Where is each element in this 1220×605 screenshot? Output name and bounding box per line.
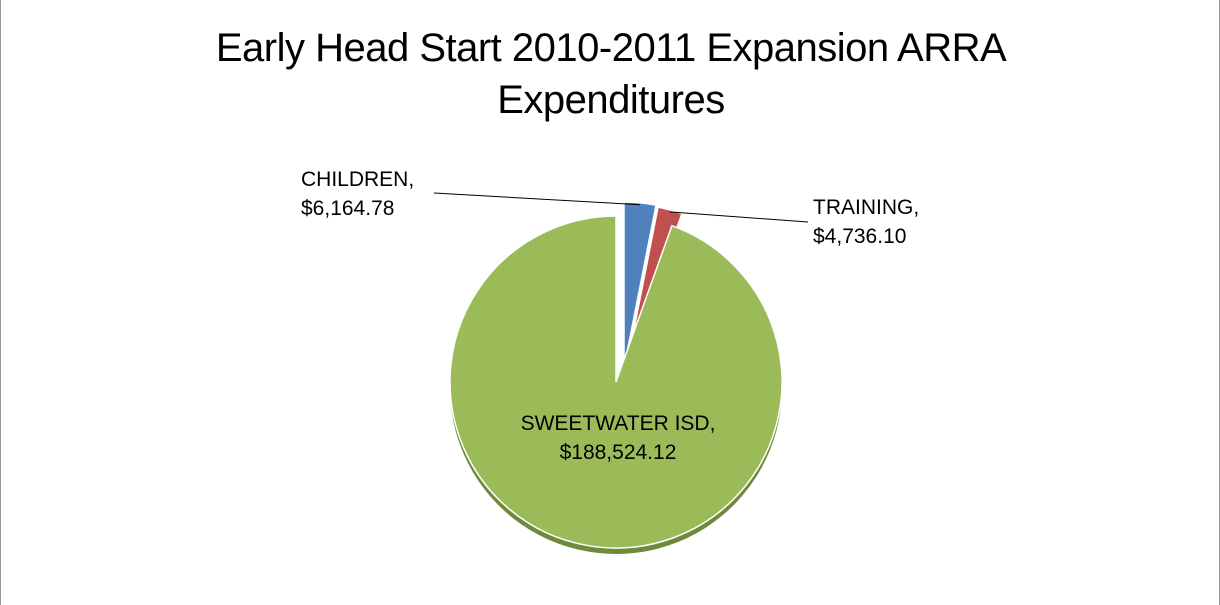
leader-line (669, 211, 809, 223)
label-category: TRAINING, (813, 196, 919, 219)
pie-slice (449, 215, 783, 549)
data-label: SWEETWATER ISD, $188,524.12 (521, 412, 716, 464)
leader-line (433, 192, 640, 206)
label-value: $188,524.12 (560, 441, 677, 464)
label-category: SWEETWATER ISD, (521, 412, 716, 435)
label-category: CHILDREN, (301, 168, 414, 191)
data-label: TRAINING, $4,736.10 (813, 196, 919, 248)
data-label: CHILDREN, $6,164.78 (301, 168, 414, 220)
pie-slice (623, 201, 657, 369)
label-value: $4,736.10 (813, 225, 906, 248)
chart-title: Early Head Start 2010-2011 Expansion ARR… (215, 26, 1007, 122)
label-value: $6,164.78 (301, 197, 394, 220)
